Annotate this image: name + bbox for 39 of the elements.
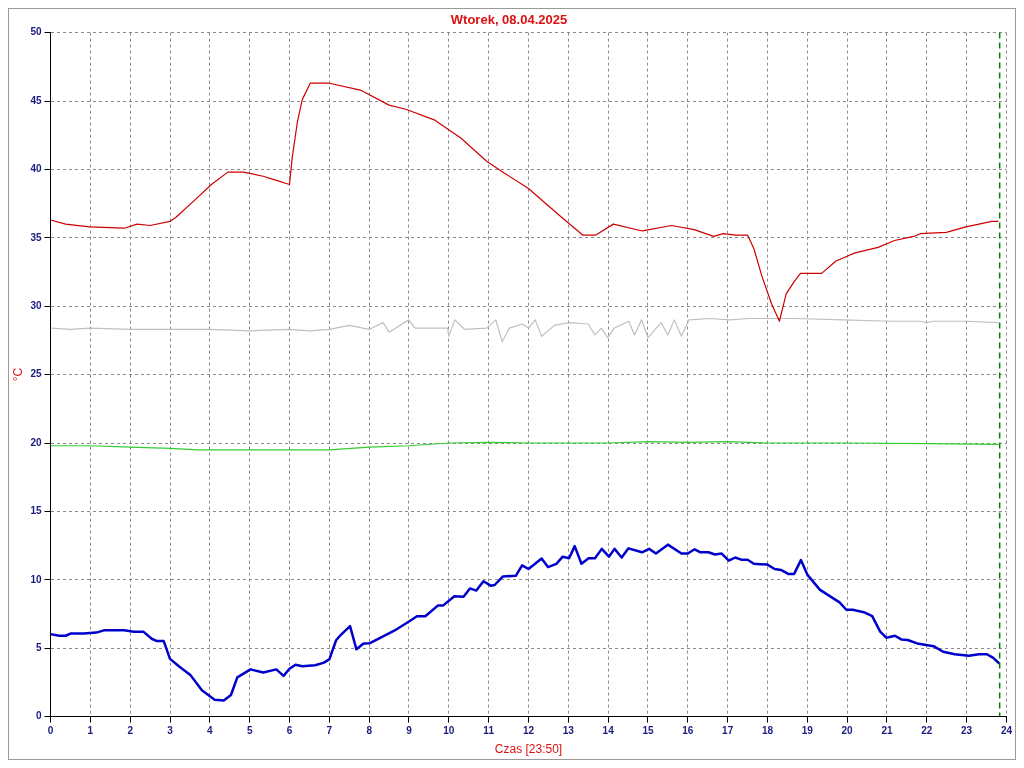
x-tick-label: 22 [921, 725, 933, 737]
y-tick-label: 20 [30, 436, 42, 448]
y-tick-label: 40 [30, 163, 42, 175]
x-tick-label: 18 [761, 725, 774, 737]
x-tick-label: 8 [366, 725, 373, 737]
y-axis-title: °C [10, 367, 25, 382]
x-tick-label: 5 [246, 725, 253, 737]
x-tick-label: 3 [167, 725, 174, 737]
y-tick-label: 10 [30, 573, 42, 585]
y-tick-label: 50 [30, 26, 42, 38]
x-tick-label: 9 [406, 725, 413, 737]
y-tick-label: 25 [30, 368, 42, 380]
chart-title: Wtorek, 08.04.2025 [450, 12, 568, 28]
x-tick-label: 20 [841, 725, 854, 737]
x-tick-label: 24 [1000, 725, 1013, 737]
x-tick-label: 23 [961, 725, 973, 737]
x-tick-label: 17 [722, 725, 734, 737]
x-tick-label: 11 [483, 725, 495, 737]
x-tick-label: 0 [47, 725, 54, 737]
y-tick-label: 5 [35, 641, 42, 653]
x-axis-title: Czas [23:50] [494, 742, 563, 757]
x-tick-label: 19 [801, 725, 814, 737]
x-tick-label: 7 [326, 725, 333, 737]
x-tick-label: 15 [642, 725, 654, 737]
y-tick-label: 35 [30, 231, 42, 243]
x-tick-label: 4 [207, 725, 214, 737]
x-tick-label: 6 [286, 725, 293, 737]
x-tick-label: 21 [881, 725, 893, 737]
x-tick-label: 14 [602, 725, 615, 737]
x-tick-label: 1 [87, 725, 94, 737]
y-tick-label: 45 [30, 94, 42, 106]
y-tick-label: 30 [30, 299, 42, 311]
x-tick-label: 2 [127, 725, 134, 737]
y-tick-label: 15 [30, 505, 42, 517]
x-tick-label: 16 [682, 725, 694, 737]
x-tick-label: 10 [443, 725, 455, 737]
x-tick-label: 12 [522, 725, 535, 737]
y-tick-label: 0 [35, 710, 42, 722]
x-tick-label: 13 [562, 725, 575, 737]
